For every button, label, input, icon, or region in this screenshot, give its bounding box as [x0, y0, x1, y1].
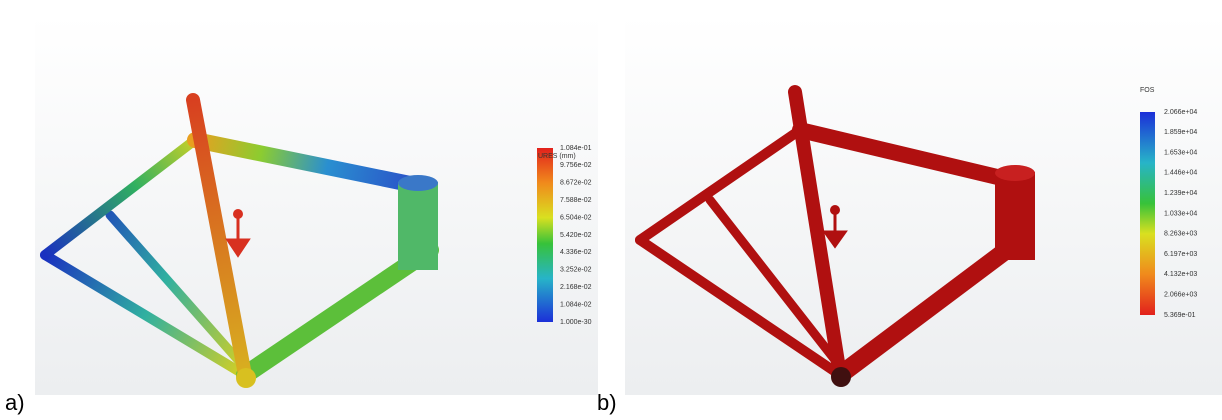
legend-tick-label: 5.369e-01 [1164, 312, 1196, 319]
legend-tick-label: 8.263e+03 [1164, 231, 1197, 238]
legend-tick-label: 6.197e+03 [1164, 251, 1197, 258]
panel-label: a) [5, 390, 25, 415]
legend-tick-label: 8.672e-02 [560, 180, 592, 187]
panel-background [35, 15, 598, 395]
panel-label: b) [597, 390, 617, 415]
legend-tick-label: 1.446e+04 [1164, 170, 1197, 177]
legend-tick-label: 5.420e-02 [560, 232, 592, 239]
legend-tick-label: 4.132e+03 [1164, 271, 1197, 278]
legend-title: FOS [1140, 87, 1155, 94]
legend-tick-label: 7.588e-02 [560, 197, 592, 204]
legend-tick-label: 1.084e-01 [560, 145, 592, 152]
legend-tick-label: 1.033e+04 [1164, 210, 1197, 217]
legend-tick-label: 2.066e+03 [1164, 292, 1197, 299]
legend-tick-label: 3.252e-02 [560, 267, 592, 274]
legend-tick-label: 1.859e+04 [1164, 129, 1197, 136]
legend-tick-label: 6.504e-02 [560, 214, 592, 221]
legend-title: URES (mm) [538, 153, 576, 160]
legend-tick-label: 2.168e-02 [560, 284, 592, 291]
legend-tick-label: 1.000e-30 [560, 319, 592, 326]
legend-tick-label: 4.336e-02 [560, 249, 592, 256]
colorbar [1140, 112, 1155, 315]
colorbar [537, 148, 553, 322]
legend-tick-label: 1.653e+04 [1164, 149, 1197, 156]
legend-tick-label: 2.066e+04 [1164, 109, 1197, 116]
legend-tick-label: 1.084e-02 [560, 301, 592, 308]
legend-tick-label: 9.756e-02 [560, 162, 592, 169]
figure: a) b) URES (mm) FOS 1.084e-01 9.756e-02 8.… [0, 0, 1222, 415]
legend-tick-label: 1.239e+04 [1164, 190, 1197, 197]
